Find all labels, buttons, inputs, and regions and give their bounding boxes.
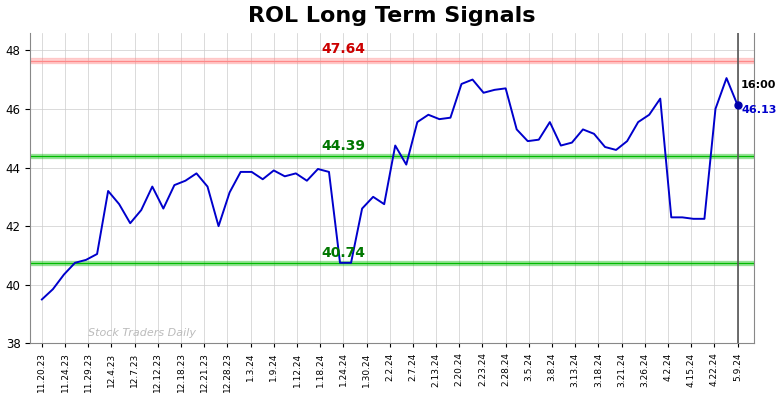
Text: 44.39: 44.39 (321, 139, 365, 152)
Title: ROL Long Term Signals: ROL Long Term Signals (249, 6, 535, 25)
Text: 16:00: 16:00 (741, 80, 776, 90)
Text: 46.13: 46.13 (741, 105, 776, 115)
Bar (31, 261, 753, 265)
Bar (31, 154, 753, 158)
Text: 47.64: 47.64 (321, 43, 365, 57)
Bar (31, 59, 753, 63)
Text: Stock Traders Daily: Stock Traders Daily (89, 328, 196, 338)
Text: 40.74: 40.74 (321, 246, 365, 259)
